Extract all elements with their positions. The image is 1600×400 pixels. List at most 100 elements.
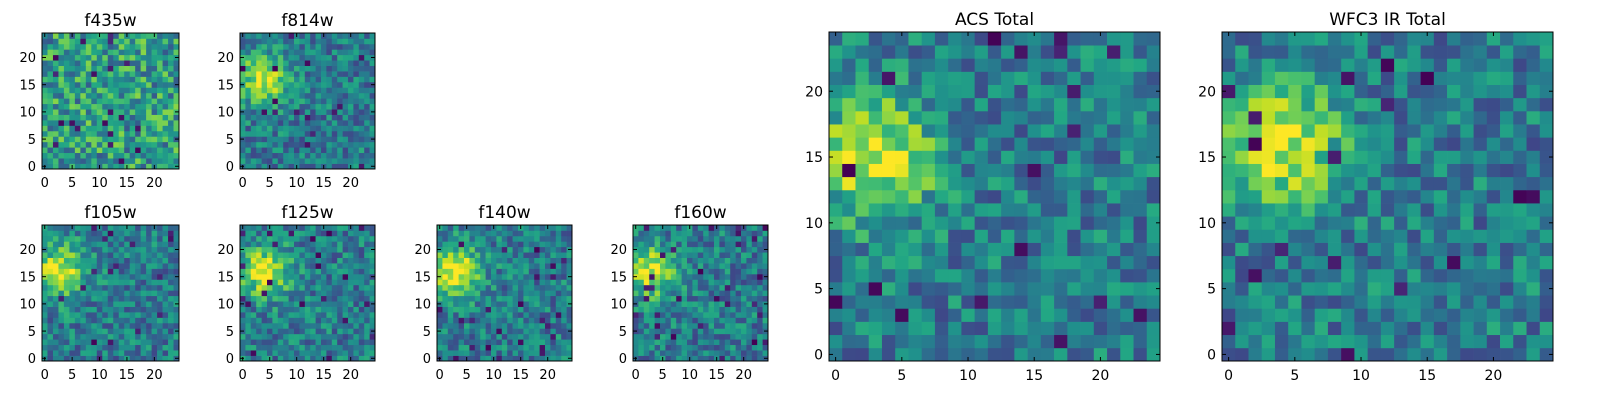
pixel-cell: [96, 273, 103, 280]
pixel-cell: [58, 322, 65, 329]
pixel-cell: [63, 306, 70, 313]
x-tick-label: 20: [1092, 368, 1110, 384]
pixel-cell: [762, 257, 769, 264]
pixel-cell: [528, 225, 535, 231]
pixel-cell: [1133, 242, 1148, 257]
pixel-cell: [342, 125, 349, 132]
pixel-cell: [724, 263, 731, 269]
pixel-cell: [353, 279, 360, 286]
pixel-cell: [240, 76, 246, 83]
pixel-cell: [91, 322, 98, 329]
pixel-cell: [42, 317, 48, 324]
pixel-cell: [1327, 308, 1342, 322]
pixel-cell: [358, 322, 365, 329]
pixel-cell: [124, 230, 131, 237]
pixel-cell: [687, 235, 693, 242]
pixel-cell: [1001, 268, 1015, 283]
pixel-cell: [692, 257, 699, 264]
pixel-cell: [80, 246, 87, 253]
pixel-cell: [288, 230, 295, 237]
pixel-cell: [113, 225, 120, 231]
pixel-cell: [80, 268, 87, 275]
pixel-cell: [464, 279, 470, 286]
pixel-cell: [69, 152, 76, 159]
pixel-cell: [146, 147, 152, 154]
pixel-cell: [364, 279, 370, 286]
pixel-cell: [140, 114, 147, 121]
pixel-cell: [660, 257, 666, 264]
pixel-cell: [124, 49, 131, 56]
pixel-cell: [304, 109, 311, 115]
pixel-cell: [1420, 189, 1435, 204]
pixel-cell: [140, 65, 147, 72]
pixel-cell: [52, 350, 59, 356]
pixel-cell: [80, 152, 87, 159]
pixel-cell: [283, 284, 289, 291]
pixel-cell: [730, 355, 736, 362]
pixel-cell: [250, 33, 257, 39]
pixel-cell: [842, 203, 856, 217]
pixel-cell: [687, 322, 693, 329]
pixel-cell: [42, 235, 48, 242]
pixel-cell: [129, 252, 136, 258]
pixel-cell: [168, 290, 174, 297]
pixel-cell: [58, 344, 65, 351]
pixel-cell: [63, 246, 70, 253]
pixel-cell: [42, 71, 48, 77]
pixel-cell: [961, 189, 975, 204]
pixel-cell: [358, 328, 365, 335]
pixel-cell: [85, 235, 92, 242]
pixel-cell: [261, 301, 268, 307]
pixel-cell: [129, 38, 136, 45]
pixel-cell: [315, 130, 322, 137]
x-tick-label: 15: [315, 368, 332, 383]
pixel-cell: [447, 284, 454, 291]
pixel-cell: [315, 290, 322, 297]
pixel-cell: [660, 301, 666, 307]
pixel-cell: [135, 263, 141, 269]
pixel-cell: [358, 241, 365, 248]
pixel-cell: [496, 252, 503, 258]
pixel-cell: [124, 273, 131, 280]
pixel-cell: [80, 103, 87, 110]
pixel-cell: [868, 203, 883, 217]
pixel-cell: [757, 268, 763, 275]
pixel-cell: [58, 295, 65, 302]
pixel-cell: [256, 125, 262, 132]
pixel-cell: [654, 339, 661, 346]
pixel-cell: [908, 242, 923, 257]
pixel-cell: [42, 257, 48, 264]
pixel-cell: [107, 152, 114, 159]
pixel-cell: [331, 257, 338, 264]
pixel-cell: [140, 158, 147, 164]
pixel-cell: [469, 268, 476, 275]
pixel-cell: [124, 60, 131, 66]
pixel-cell: [63, 279, 70, 286]
pixel-cell: [69, 312, 76, 318]
pixel-cell: [485, 279, 492, 286]
pixel-cell: [1473, 334, 1488, 349]
pixel-cell: [245, 284, 252, 291]
pixel-cell: [1093, 176, 1108, 191]
pixel-cell: [469, 344, 476, 351]
pixel-cell: [1301, 255, 1316, 270]
pixel-cell: [987, 58, 1002, 72]
pixel-cell: [1001, 176, 1015, 191]
pixel-cell: [321, 252, 327, 258]
pixel-cell: [555, 290, 562, 297]
pixel-cell: [1539, 203, 1554, 217]
pixel-cell: [113, 241, 120, 248]
pixel-cell: [1248, 282, 1263, 296]
pixel-cell: [1054, 347, 1068, 362]
pixel-cell: [91, 49, 98, 56]
pixel-cell: [331, 33, 338, 39]
pixel-cell: [730, 328, 736, 335]
pixel-cell: [496, 241, 503, 248]
pixel-cell: [464, 301, 470, 307]
pixel-cell: [304, 339, 311, 346]
pixel-cell: [277, 350, 284, 356]
pixel-cell: [140, 120, 147, 126]
pixel-cell: [453, 339, 459, 346]
pixel-cell: [245, 120, 252, 126]
pixel-cell: [961, 71, 975, 85]
